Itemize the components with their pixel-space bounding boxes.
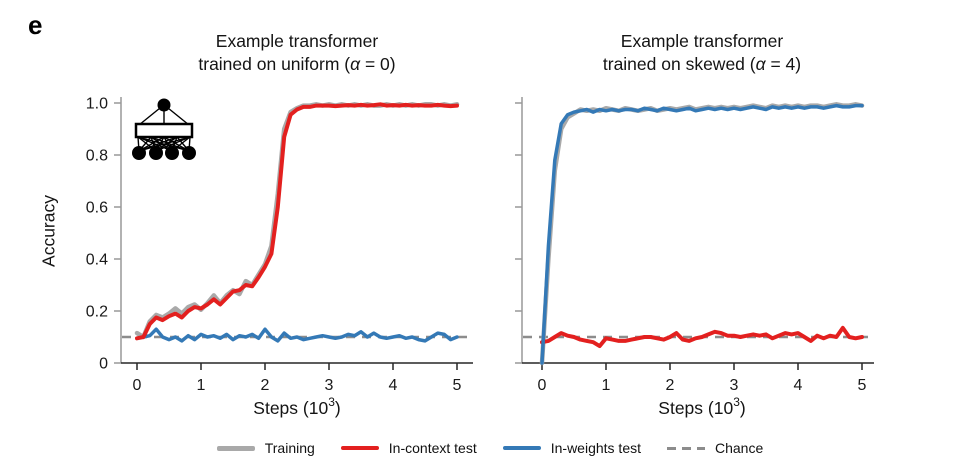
- left-chart-title: Example transformer trained on uniform (…: [122, 30, 472, 76]
- left-chart-title-line2: trained on uniform (α = 0): [198, 54, 396, 74]
- x-tick-label: 5: [858, 377, 867, 394]
- x-tick-label: 1: [197, 377, 206, 394]
- x-tick-label: 4: [389, 377, 398, 394]
- x-tick-label: 0: [133, 377, 142, 394]
- series-training: [539, 102, 865, 366]
- legend-item-in-weights-test: In-weights test: [502, 440, 641, 456]
- x-tick-label: 5: [453, 377, 462, 394]
- right-x-axis-label: Steps (103): [658, 395, 746, 418]
- left-chart: 0 0.2 0.4 0.6 0.8 1.0 0 1 2 3 4 5: [86, 96, 473, 394]
- series-in-weights-test: [135, 327, 459, 343]
- y-axis-label: Accuracy: [38, 195, 59, 267]
- right-chart: 0 1 2 3 4 5: [515, 97, 874, 394]
- x-tick-label: 3: [325, 377, 334, 394]
- in-context-line-swatch: [340, 446, 379, 450]
- x-tick-label: 2: [261, 377, 270, 394]
- chance-line-swatch: [667, 446, 705, 450]
- in-weights-line-swatch: [502, 446, 541, 450]
- right-chart-title-line1: Example transformer: [620, 31, 784, 51]
- x-tick-label: 4: [794, 377, 803, 394]
- y-tick-label: 0.8: [86, 148, 108, 165]
- legend-label: In-context test: [388, 440, 477, 456]
- y-tick-label: 1.0: [86, 96, 108, 113]
- right-chart-title: Example transformer trained on skewed (α…: [527, 30, 877, 76]
- x-tick-label: 0: [538, 377, 547, 394]
- transformer-icon: [132, 98, 196, 160]
- panel-label: e: [28, 10, 43, 40]
- legend-item-in-context-test: In-context test: [340, 440, 477, 456]
- y-tick-label: 0: [99, 356, 108, 373]
- y-tick-label: 0.2: [86, 304, 108, 321]
- series-in-context-test: [135, 102, 459, 341]
- left-x-axis-label: Steps (103): [253, 395, 341, 418]
- legend-label: In-weights test: [550, 440, 641, 456]
- x-tick-label: 2: [666, 377, 675, 394]
- x-tick-label: 1: [602, 377, 611, 394]
- legend-label: Training: [264, 440, 315, 456]
- training-line-swatch: [216, 445, 255, 451]
- legend-label: Chance: [715, 440, 764, 456]
- right-chart-title-line2: trained on skewed (α = 4): [602, 54, 802, 74]
- series-in-weights-test: [540, 103, 864, 365]
- left-chart-title-line1: Example transformer: [215, 31, 379, 51]
- y-tick-label: 0.6: [86, 200, 108, 217]
- legend-item-training: Training: [216, 440, 315, 456]
- x-tick-label: 3: [730, 377, 739, 394]
- legend-item-chance: Chance: [667, 440, 763, 456]
- legend: Training In-context test In-weights test…: [0, 440, 980, 456]
- y-tick-label: 0.4: [86, 252, 108, 269]
- series-in-context-test: [540, 325, 864, 349]
